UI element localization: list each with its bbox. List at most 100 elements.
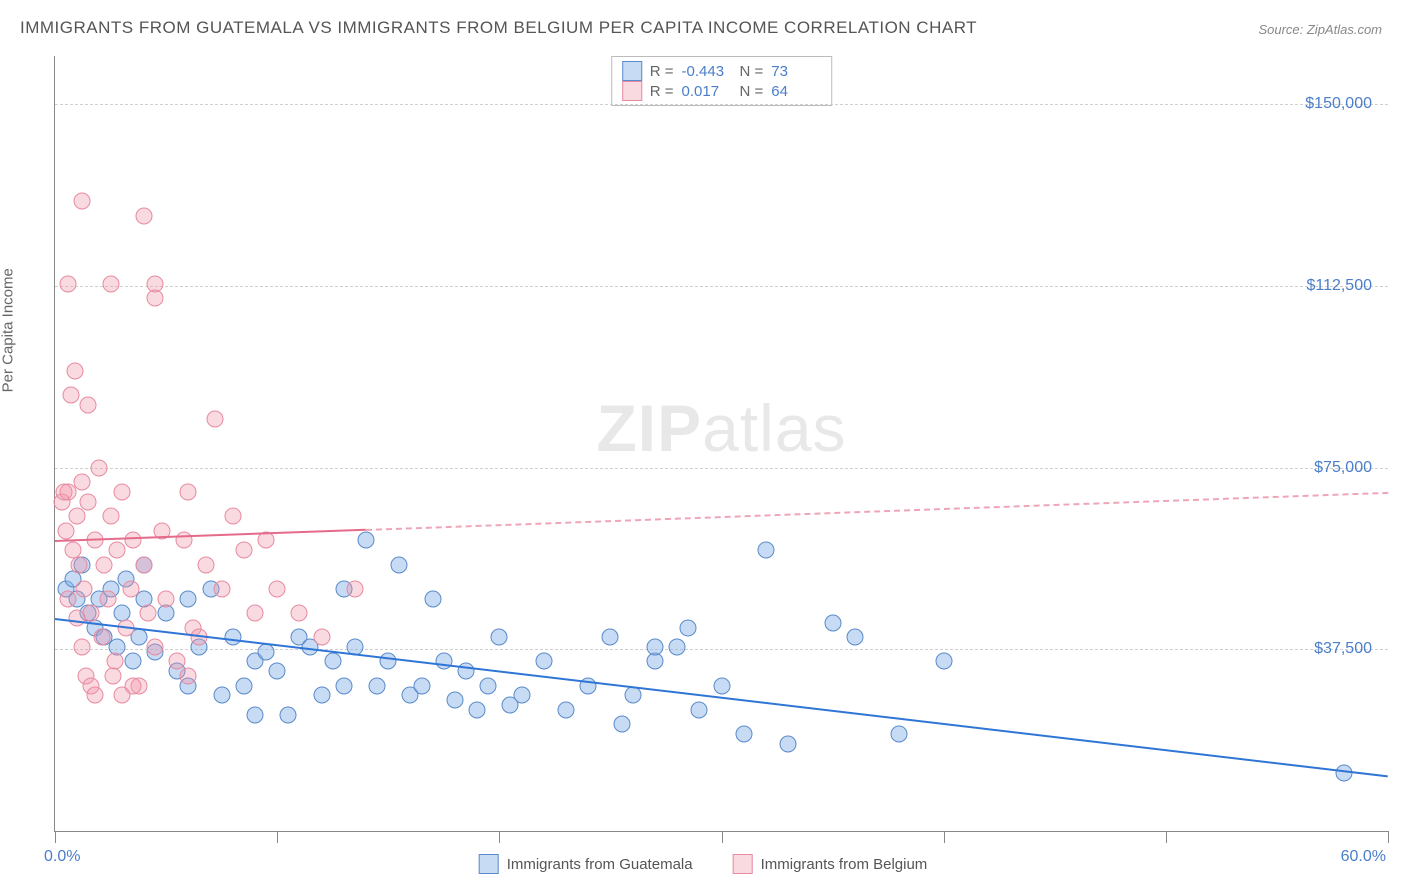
- swatch-icon: [479, 854, 499, 874]
- y-tick-label: $75,000: [1314, 459, 1372, 477]
- data-point: [124, 653, 141, 670]
- watermark-bold: ZIP: [596, 391, 702, 465]
- series-legend: Immigrants from Guatemala Immigrants fro…: [479, 854, 928, 874]
- data-point: [235, 677, 252, 694]
- swatch-icon: [622, 81, 642, 101]
- data-point: [69, 609, 86, 626]
- x-tick: [499, 831, 500, 843]
- y-tick-label: $37,500: [1314, 640, 1372, 658]
- data-point: [891, 726, 908, 743]
- gridline: [55, 649, 1388, 650]
- data-point: [66, 362, 83, 379]
- data-point: [513, 687, 530, 704]
- data-point: [824, 614, 841, 631]
- data-point: [95, 556, 112, 573]
- data-point: [158, 605, 175, 622]
- data-point: [391, 556, 408, 573]
- data-point: [158, 590, 175, 607]
- plot-area: ZIPatlas R = -0.443 N = 73 R = 0.017 N =…: [54, 56, 1388, 832]
- data-point: [780, 735, 797, 752]
- x-tick: [722, 831, 723, 843]
- data-point: [757, 542, 774, 559]
- data-point: [535, 653, 552, 670]
- data-point: [613, 716, 630, 733]
- data-point: [246, 605, 263, 622]
- data-point: [313, 629, 330, 646]
- y-tick-label: $112,500: [1306, 277, 1372, 295]
- data-point: [624, 687, 641, 704]
- data-point: [735, 726, 752, 743]
- r-value: -0.443: [682, 63, 732, 80]
- data-point: [313, 687, 330, 704]
- data-point: [602, 629, 619, 646]
- data-point: [446, 692, 463, 709]
- legend-item-belgium: Immigrants from Belgium: [733, 854, 928, 874]
- data-point: [169, 653, 186, 670]
- data-point: [691, 701, 708, 718]
- data-point: [180, 483, 197, 500]
- swatch-icon: [733, 854, 753, 874]
- data-point: [224, 508, 241, 525]
- data-point: [102, 275, 119, 292]
- data-point: [469, 701, 486, 718]
- data-point: [491, 629, 508, 646]
- data-point: [846, 629, 863, 646]
- data-point: [198, 556, 215, 573]
- data-point: [235, 542, 252, 559]
- watermark-rest: atlas: [702, 391, 846, 465]
- data-point: [62, 387, 79, 404]
- data-point: [213, 687, 230, 704]
- x-tick: [55, 831, 56, 843]
- data-point: [73, 193, 90, 210]
- gridline: [55, 286, 1388, 287]
- chart-title: IMMIGRANTS FROM GUATEMALA VS IMMIGRANTS …: [20, 18, 977, 38]
- data-point: [113, 483, 130, 500]
- data-point: [80, 396, 97, 413]
- legend-label: Immigrants from Guatemala: [507, 856, 693, 873]
- data-point: [146, 638, 163, 655]
- data-point: [75, 580, 92, 597]
- data-point: [80, 493, 97, 510]
- data-point: [224, 629, 241, 646]
- data-point: [206, 411, 223, 428]
- data-point: [122, 580, 139, 597]
- data-point: [55, 483, 72, 500]
- data-point: [480, 677, 497, 694]
- data-point: [335, 677, 352, 694]
- x-tick: [277, 831, 278, 843]
- data-point: [258, 643, 275, 660]
- r-label: R =: [650, 83, 674, 100]
- data-point: [86, 687, 103, 704]
- data-point: [124, 677, 141, 694]
- r-label: R =: [650, 63, 674, 80]
- x-tick: [1388, 831, 1389, 843]
- data-point: [71, 556, 88, 573]
- data-point: [291, 605, 308, 622]
- data-point: [280, 706, 297, 723]
- data-point: [104, 668, 121, 685]
- correlation-legend: R = -0.443 N = 73 R = 0.017 N = 64: [611, 56, 833, 106]
- data-point: [557, 701, 574, 718]
- n-label: N =: [740, 63, 764, 80]
- y-tick-label: $150,000: [1305, 95, 1372, 113]
- data-point: [435, 653, 452, 670]
- data-point: [91, 459, 108, 476]
- data-point: [58, 522, 75, 539]
- data-point: [413, 677, 430, 694]
- data-point: [369, 677, 386, 694]
- data-point: [140, 605, 157, 622]
- x-min-label: 0.0%: [44, 848, 80, 866]
- data-point: [109, 542, 126, 559]
- trend-line: [366, 492, 1388, 531]
- n-value: 73: [771, 63, 821, 80]
- data-point: [102, 508, 119, 525]
- n-value: 64: [771, 83, 821, 100]
- data-point: [60, 275, 77, 292]
- data-point: [69, 508, 86, 525]
- data-point: [60, 590, 77, 607]
- x-max-label: 60.0%: [1341, 848, 1386, 866]
- data-point: [146, 290, 163, 307]
- data-point: [680, 619, 697, 636]
- data-point: [93, 629, 110, 646]
- data-point: [135, 556, 152, 573]
